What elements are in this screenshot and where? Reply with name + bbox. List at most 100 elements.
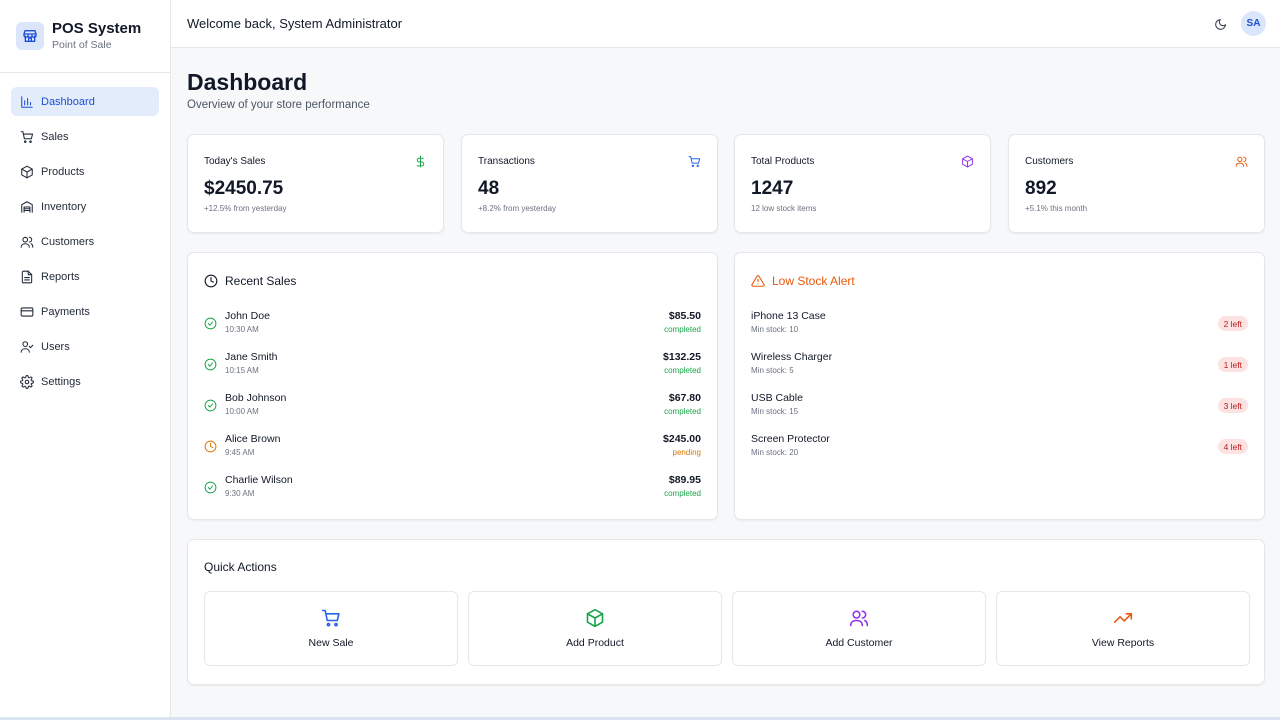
sale-row[interactable]: Charlie Wilson 9:30 AM $89.95 completed (204, 473, 701, 503)
sale-time: 9:30 AM (225, 489, 255, 498)
sidebar-item-label: Settings (41, 375, 81, 388)
stock-row[interactable]: iPhone 13 Case Min stock: 10 2 left (751, 309, 1248, 339)
moon-icon (1214, 18, 1226, 30)
product-name: USB Cable (751, 392, 803, 404)
sale-row[interactable]: John Doe 10:30 AM $85.50 completed (204, 309, 701, 339)
clock-icon (204, 274, 218, 288)
sale-time: 10:00 AM (225, 407, 259, 416)
stat-label: Today's Sales (204, 156, 266, 167)
gear-icon (20, 374, 34, 389)
sale-row[interactable]: Alice Brown 9:45 AM $245.00 pending (204, 432, 701, 462)
check-circle-icon (204, 399, 217, 412)
sidebar-item-settings[interactable]: Settings (11, 367, 159, 396)
user-check-icon (20, 340, 34, 354)
top-bar: Welcome back, System Administrator SA (171, 0, 1280, 48)
stat-value: 892 (1025, 178, 1057, 199)
stat-label: Transactions (478, 156, 535, 167)
theme-toggle-button[interactable] (1212, 16, 1228, 32)
sale-row[interactable]: Jane Smith 10:15 AM $132.25 completed (204, 350, 701, 380)
check-circle-icon (204, 481, 217, 494)
avatar[interactable]: SA (1241, 11, 1266, 36)
sale-status: completed (664, 325, 701, 334)
sale-amount: $67.80 (668, 392, 701, 404)
cart-icon (688, 155, 701, 168)
bar-chart-icon (20, 95, 34, 109)
users-icon (849, 610, 869, 627)
stat-card-transactions: Transactions 48 +8.2% from yesterday (461, 134, 718, 233)
new-sale-button[interactable]: New Sale (204, 591, 458, 666)
customer-name: Jane Smith (225, 351, 278, 363)
warehouse-icon (20, 200, 34, 214)
sidebar-item-label: Inventory (41, 200, 87, 213)
stock-row[interactable]: USB Cable Min stock: 15 3 left (751, 391, 1248, 421)
panel-title-text: Low Stock Alert (772, 274, 855, 288)
stat-value: $2450.75 (204, 178, 284, 199)
sidebar-item-users[interactable]: Users (11, 332, 159, 361)
welcome-message: Welcome back, System Administrator (187, 16, 403, 31)
low-stock-title: Low Stock Alert (751, 274, 855, 288)
sidebar-item-inventory[interactable]: Inventory (11, 192, 159, 221)
clock-icon (204, 440, 217, 453)
file-text-icon (20, 270, 34, 284)
sale-amount: $245.00 (663, 433, 701, 445)
low-stock-panel: Low Stock Alert iPhone 13 Case Min stock… (734, 252, 1265, 520)
stock-left-badge: 3 left (1217, 398, 1248, 413)
alert-triangle-icon (751, 275, 765, 287)
sidebar-item-customers[interactable]: Customers (11, 227, 159, 256)
stat-value: 48 (478, 178, 500, 199)
add-customer-button[interactable]: Add Customer (732, 591, 986, 666)
customer-name: Bob Johnson (225, 392, 287, 404)
recent-sales-panel: Recent Sales John Doe 10:30 AM $85.50 co… (187, 252, 718, 520)
stock-row[interactable]: Wireless Charger Min stock: 5 1 left (751, 350, 1248, 380)
store-icon (16, 22, 44, 50)
quick-action-label: Add Product (566, 637, 624, 649)
stat-note: 12 low stock items (751, 204, 817, 213)
trending-up-icon (1113, 613, 1133, 623)
product-name: Wireless Charger (751, 351, 833, 363)
quick-action-label: Add Customer (825, 637, 893, 649)
quick-actions-title: Quick Actions (204, 560, 277, 574)
min-stock: Min stock: 15 (751, 407, 799, 416)
users-icon (1235, 155, 1248, 168)
sale-time: 10:30 AM (225, 325, 259, 334)
stat-card-total-products: Total Products 1247 12 low stock items (734, 134, 991, 233)
page-subtitle: Overview of your store performance (187, 99, 370, 111)
sidebar-item-label: Payments (41, 305, 90, 318)
stat-value: 1247 (751, 178, 794, 199)
sidebar-item-label: Customers (41, 235, 95, 248)
add-product-button[interactable]: Add Product (468, 591, 722, 666)
stock-left-badge: 2 left (1217, 316, 1248, 331)
quick-action-label: New Sale (308, 637, 354, 649)
sidebar-item-label: Reports (41, 270, 80, 283)
check-circle-icon (204, 358, 217, 371)
sidebar-item-reports[interactable]: Reports (11, 262, 159, 291)
sidebar-item-dashboard[interactable]: Dashboard (11, 87, 159, 116)
cart-icon (20, 130, 34, 144)
recent-sales-title: Recent Sales (204, 274, 296, 288)
sidebar-item-label: Sales (41, 130, 69, 143)
page-title: Dashboard (187, 69, 308, 95)
stock-left-badge: 4 left (1217, 439, 1248, 454)
sale-time: 10:15 AM (225, 366, 259, 375)
package-icon (586, 608, 604, 628)
sidebar: POS System Point of Sale Dashboard Sales… (0, 0, 171, 720)
stat-card-todays-sales: Today's Sales $2450.75 +12.5% from yeste… (187, 134, 444, 233)
stock-row[interactable]: Screen Protector Min stock: 20 4 left (751, 432, 1248, 462)
sidebar-item-payments[interactable]: Payments (11, 297, 159, 326)
sale-amount: $85.50 (668, 310, 701, 322)
users-icon (20, 235, 34, 249)
main-content: Dashboard Overview of your store perform… (171, 48, 1280, 720)
cart-icon (321, 609, 340, 627)
stat-card-customers: Customers 892 +5.1% this month (1008, 134, 1265, 233)
sidebar-item-sales[interactable]: Sales (11, 122, 159, 151)
customer-name: John Doe (225, 310, 270, 322)
brand: POS System Point of Sale (0, 0, 170, 73)
sale-row[interactable]: Bob Johnson 10:00 AM $67.80 completed (204, 391, 701, 421)
view-reports-button[interactable]: View Reports (996, 591, 1250, 666)
package-icon (20, 165, 34, 179)
stat-label: Customers (1025, 156, 1074, 167)
panel-title-text: Recent Sales (225, 274, 297, 288)
quick-actions-panel: Quick Actions New Sale Add Product Add C… (187, 539, 1265, 685)
sidebar-item-products[interactable]: Products (11, 157, 159, 186)
sale-amount: $132.25 (663, 351, 701, 363)
